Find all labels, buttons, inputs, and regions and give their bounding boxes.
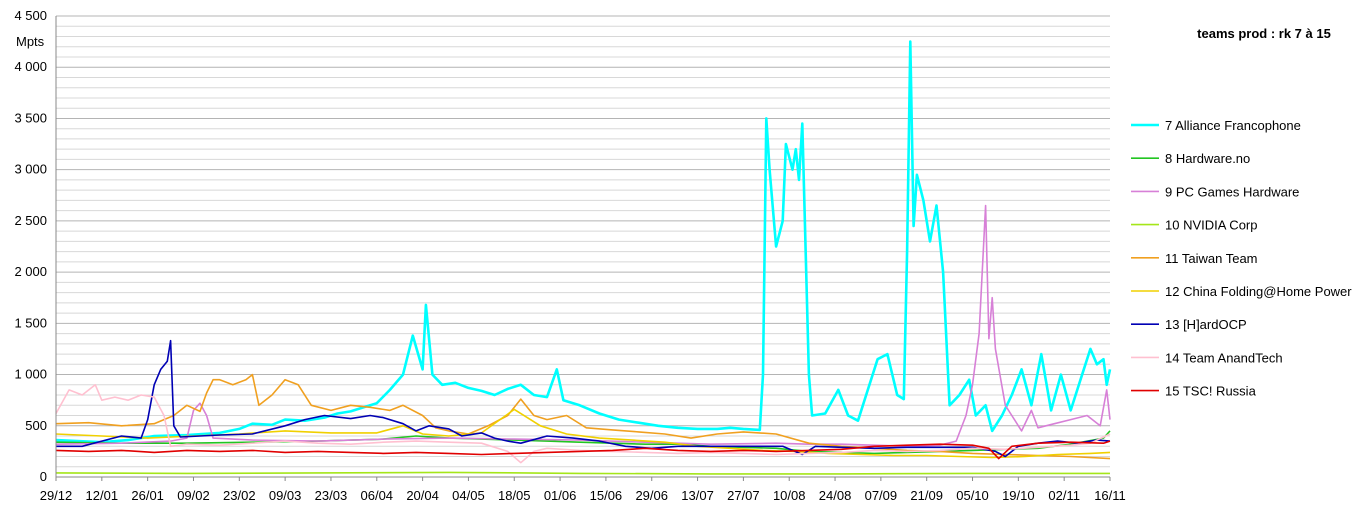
y-tick-label: 3 500 (14, 110, 47, 125)
x-tick-label: 01/06 (544, 488, 577, 503)
x-tick-label: 05/10 (956, 488, 989, 503)
y-tick-label: 1 000 (14, 367, 47, 382)
x-tick-label: 02/11 (1048, 488, 1080, 503)
series-line-1 (55, 40, 1112, 444)
series-line-7 (56, 339, 1111, 458)
y-tick-label: 2 000 (14, 264, 47, 279)
series-line-5 (55, 373, 1111, 460)
x-tick-label: 27/07 (727, 488, 760, 503)
legend-entry: 13 [H]ardOCP (1165, 317, 1247, 332)
x-tick-label: 16/11 (1094, 488, 1126, 503)
legend-entry: 14 Team AnandTech (1165, 350, 1283, 365)
x-tick-label: 13/07 (681, 488, 714, 503)
series-line-6 (55, 408, 1111, 459)
x-tick-label: 15/06 (590, 488, 623, 503)
x-tick-label: 29/12 (40, 488, 73, 503)
y-tick-label: 500 (25, 418, 47, 433)
x-tick-label: 10/08 (773, 488, 806, 503)
y-axis-label: Mpts (16, 34, 45, 49)
series-line-4 (55, 471, 1110, 475)
y-tick-label: 4 500 (14, 8, 47, 23)
x-tick-label: 20/04 (406, 488, 439, 503)
x-tick-label: 21/09 (910, 488, 943, 503)
x-tick-label: 23/02 (223, 488, 256, 503)
y-tick-label: 3 000 (14, 162, 47, 177)
x-tick-label: 09/02 (177, 488, 210, 503)
legend-entry: 8 Hardware.no (1165, 151, 1250, 166)
y-tick-label: 1 500 (14, 315, 47, 330)
grid (56, 15, 1110, 468)
legend-entry: 9 PC Games Hardware (1165, 184, 1299, 199)
chart-title: teams prod : rk 7 à 15 (1197, 26, 1331, 41)
series-line-3 (55, 204, 1111, 448)
x-tick-label: 18/05 (498, 488, 531, 503)
y-tick-label: 0 (40, 469, 47, 484)
series-line-8 (55, 383, 1111, 464)
x-tick-label: 26/01 (131, 488, 164, 503)
x-tick-label: 04/05 (452, 488, 485, 503)
y-tick-label: 2 500 (14, 213, 47, 228)
legend-entry: 10 NVIDIA Corp (1165, 218, 1258, 233)
x-tick-label: 09/03 (269, 488, 302, 503)
legend-entry: 11 Taiwan Team (1165, 251, 1258, 266)
legend-entry: 12 China Folding@Home Power (1165, 284, 1352, 299)
legend: 7 Alliance Francophone 8 Hardware.no 9 PC … (1131, 118, 1352, 399)
x-tick-label: 19/10 (1002, 488, 1035, 503)
x-tick-label: 07/09 (865, 488, 898, 503)
series-lines (55, 40, 1112, 475)
x-tick-label: 29/06 (635, 488, 668, 503)
x-tick-label: 12/01 (86, 488, 119, 503)
series-line-9 (55, 440, 1111, 460)
y-tick-label: 4 000 (14, 59, 47, 74)
x-tick-label: 24/08 (819, 488, 852, 503)
legend-entry: 7 Alliance Francophone (1165, 118, 1301, 133)
legend-entry: 15 TSC! Russia (1165, 384, 1257, 399)
x-tick-label: 06/04 (361, 488, 394, 503)
axes: 0 500 1 000 1 500 2 000 2 500 3 000 3 500 4 000 4… (14, 8, 1125, 503)
x-tick-label: 23/03 (315, 488, 348, 503)
